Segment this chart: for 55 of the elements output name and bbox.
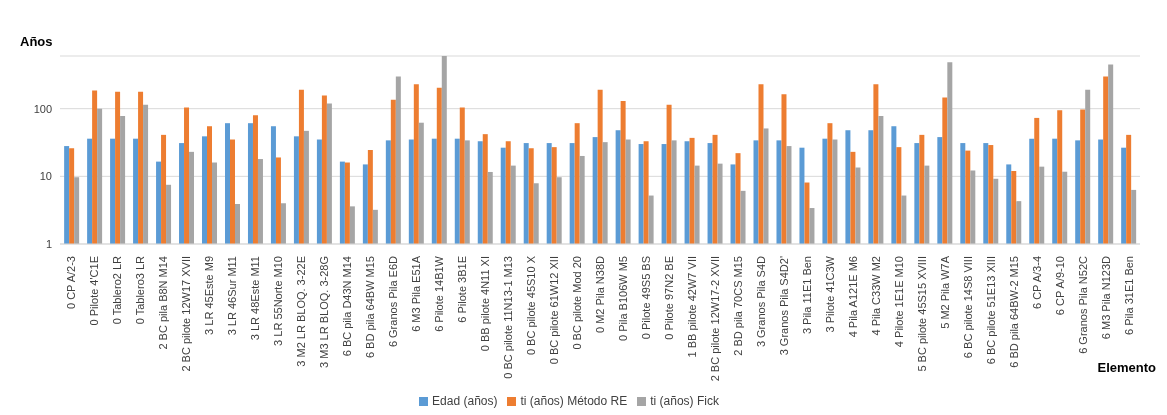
x-tick-label: 3 Granos Pila S4D2' — [777, 256, 790, 356]
x-tick-label: 6 BC pila D43N M14 — [341, 256, 354, 357]
x-tick-label: 0 BC pilote 61W12 XII — [548, 256, 561, 365]
x-tick-label: 0 BC pilote Mod 20 — [571, 256, 584, 350]
x-tick-label: 3 LR 48Este M11 — [249, 256, 262, 341]
x-tick-label: 3 LR 55Norte M10 — [272, 256, 285, 346]
x-tick-label: 0 Pilote 4'C1E — [88, 256, 101, 326]
x-tick-label: 2 BC pilote 12W17 XVII — [180, 256, 193, 372]
y-axis-title: Años — [20, 34, 53, 49]
x-tick-label: 0 Pilote 97N2 BE — [662, 256, 675, 340]
x-tick-label: 3 Pila 11E1 Ben — [800, 256, 813, 335]
x-tick-label: 6 Pilote 14B1W — [433, 255, 446, 332]
legend-label: Edad (años) — [432, 394, 498, 408]
x-tick-label: 6 M3 Pila N123D — [1099, 255, 1112, 340]
x-tick-label: 6 BD pila 64BW-2 M15 — [1007, 256, 1020, 368]
x-tick-label: 4 Pilote 1E1E M10 — [892, 256, 905, 348]
x-tick-label: 3 M3 LR BLOQ. 3-28G — [318, 256, 331, 368]
x-tick-label: 3 LR 46Sur M11 — [226, 256, 239, 336]
x-tick-label: 3 Pilote 41C3W — [823, 255, 836, 333]
x-tick-label: 3 LR 45Este M9 — [203, 256, 216, 335]
legend-label: ti (años) Fick — [650, 394, 719, 408]
x-tick-label: 3 Granos Pila S4D — [754, 255, 767, 348]
y-tick-label: 10 — [39, 170, 52, 183]
y-tick-label: 100 — [33, 102, 52, 115]
x-tick-label: 0 Pila B106W M5 — [616, 256, 629, 341]
x-tick-label: 2 BD pila 70CS M15 — [731, 256, 744, 356]
x-tick-label: 6 Granos Pila N52C — [1076, 255, 1089, 354]
x-tick-label: 6 CP A/3-4 — [1030, 256, 1043, 309]
x-tick-label: 0 BB pilote 4N11 XI — [479, 256, 492, 352]
x-tick-label: 4 Pila A121E M6 — [846, 256, 859, 338]
x-tick-label: 5 BC pilote 45S15 XVIII — [915, 256, 928, 372]
x-tick-label: 0 M2 Pila N38D — [594, 255, 606, 334]
x-tick-label: 0 BC pilote 11N13-1 M13 — [502, 256, 515, 379]
x-tick-label: 4 Pila C33W M2 — [869, 256, 882, 336]
x-tick-label: 6 BC pilote 14S8 VIII — [961, 256, 974, 359]
x-tick-label: 6 Granos Pila E6D — [387, 255, 400, 348]
legend-label: ti (años) Método RE — [520, 394, 628, 408]
x-tick-label: 2 BC pilote 12W17-2 XVII — [708, 256, 721, 382]
x-tick-label: 6 BC pilote 51E13 XIII — [984, 256, 997, 365]
x-tick-label: 0 Tablero2 LR — [111, 255, 124, 325]
x-tick-label: 6 Pilote 3B1E — [456, 256, 469, 323]
x-tick-label: 6 CP A/9-10 — [1053, 256, 1066, 316]
x-tick-label: 6 BD pila 64BW M15 — [364, 256, 377, 359]
y-tick-label: 1 — [45, 237, 52, 250]
x-tick-label: 3 M2 LR BLOQ. 3-22E — [295, 256, 308, 367]
x-tick-label: 2 BC pila B8N M14 — [157, 256, 170, 350]
x-tick-label: 0 Tablero3 LR — [134, 255, 147, 325]
x-tick-label: 0 Pilote 49S5 BS — [639, 256, 652, 340]
x-tick-label: 6 M3 Pila E51A — [410, 255, 423, 332]
x-tick-label: 1 BB pilote 42W7 VII — [685, 256, 698, 358]
x-tick-label: 0 CP A/2-3 — [65, 256, 78, 309]
x-tick-label: 6 Pila 31E1 Ben — [1122, 256, 1135, 335]
x-axis-title: Elemento — [1097, 360, 1156, 375]
x-tick-label: 0 BC pilote 45S10 X — [525, 255, 538, 356]
x-tick-label: 5 M2 Pila W7A — [938, 255, 951, 329]
